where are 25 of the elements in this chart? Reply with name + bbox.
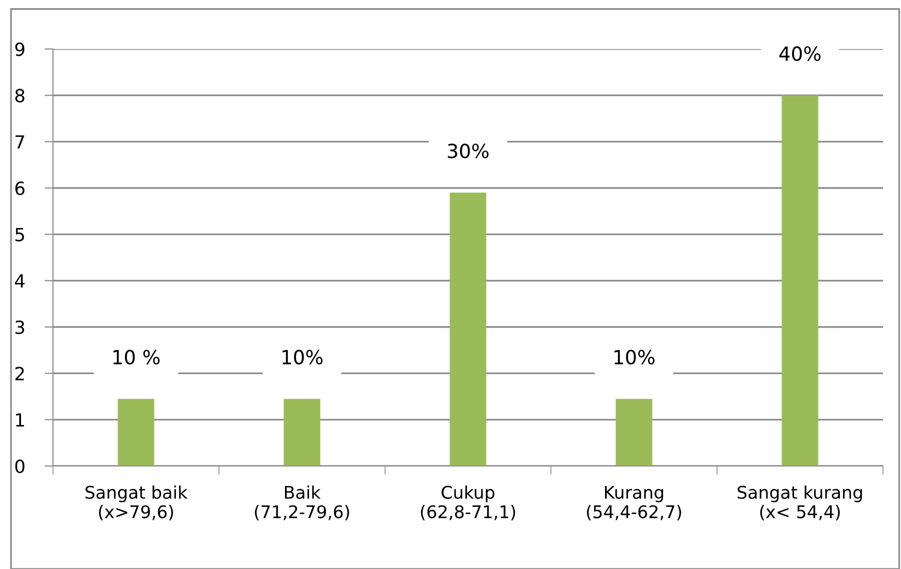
x-tick-label: Kurang (54,4-62,7) xyxy=(586,486,682,520)
annotation: 10% xyxy=(282,350,323,364)
x-tick-label: Sangat baik (x>79,6) xyxy=(86,485,188,520)
y-tick-label: 1 xyxy=(16,413,24,427)
y-tick-label: 5 xyxy=(16,228,24,242)
bar xyxy=(782,95,818,466)
bar xyxy=(616,398,652,466)
x-tick-label: Cukup (62,8-71,1) xyxy=(420,485,516,520)
x-tick-label: Sangat kurang (x< 54,4) xyxy=(738,485,862,520)
annotation: 10% xyxy=(614,350,655,364)
y-tick-label: 2 xyxy=(15,366,24,380)
y-tick-label: 4 xyxy=(14,274,25,288)
y-tick-label: 6 xyxy=(15,181,24,196)
annotation: 10 % xyxy=(113,350,160,364)
y-tick-label: 0 xyxy=(15,459,24,474)
y-tick-label: 3 xyxy=(15,320,24,334)
y-tick-label: 8 xyxy=(15,88,24,102)
bar xyxy=(450,192,486,466)
x-tick-label: Baik (71,2-79,6) xyxy=(254,485,350,520)
bar xyxy=(118,398,154,466)
bar xyxy=(284,398,320,466)
annotation: 40% xyxy=(779,46,821,62)
y-tick-label: 9 xyxy=(15,42,24,56)
y-tick-label: 7 xyxy=(16,135,24,149)
annotation: 30% xyxy=(448,144,489,158)
